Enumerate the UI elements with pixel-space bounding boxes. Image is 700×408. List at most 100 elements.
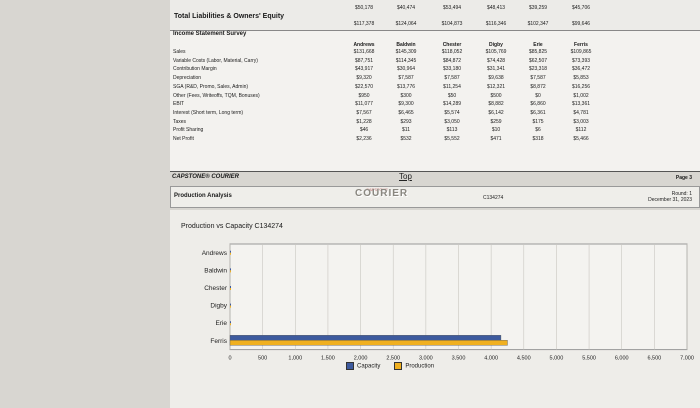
income-row-label: Net Profit	[173, 136, 194, 142]
income-cell: $6	[535, 127, 541, 134]
income-row-label: Variable Costs (Labor, Material, Carry)	[173, 57, 258, 64]
company-header: Chester	[442, 42, 462, 48]
x-tick-label: 1,500	[321, 356, 335, 360]
production-capacity-chart: 0 500 1,000 1,500 2,000 2,500 3,000 3,500 4,000 4…	[202, 243, 694, 360]
income-cell: $12,321	[486, 83, 506, 90]
income-cell: $85,825	[528, 49, 548, 55]
x-tick-label: 2,000	[354, 356, 368, 360]
income-cell: $31,341	[486, 66, 506, 73]
income-cell: $22,570	[354, 83, 374, 90]
income-cell: $6,465	[398, 109, 414, 116]
income-title: Income Statement Survey	[173, 31, 247, 37]
x-tick-label: 2,500	[386, 356, 400, 360]
income-cell: $259	[490, 118, 502, 125]
income-cell: $6,361	[530, 109, 546, 116]
footer-divider	[170, 171, 700, 172]
income-row-label: SGA (R&D, Promo, Sales, Admin)	[173, 83, 249, 90]
income-cell: $10	[491, 127, 501, 134]
income-cell: $23,318	[528, 66, 548, 73]
logo-small-text: CAPSTONE	[366, 187, 388, 192]
company-header: Erie	[533, 42, 543, 48]
income-cell: $36,472	[571, 66, 591, 73]
income-cell: $1,228	[356, 118, 372, 125]
income-cell: $131,668	[353, 49, 375, 55]
x-tick-label: 6,000	[615, 356, 629, 360]
income-cell: $5,552	[444, 136, 460, 142]
income-row-label: Depreciation	[173, 75, 202, 82]
equity-total-value: $116,346	[485, 21, 507, 27]
income-cell: $11	[402, 127, 410, 134]
income-cell: $3,050	[444, 118, 460, 125]
production-title: Production Analysis	[174, 193, 232, 199]
courier-logo: COURIER	[355, 188, 409, 199]
income-cell: $118,052	[441, 49, 463, 55]
income-cell: $30,964	[396, 66, 416, 73]
income-cell: $114,345	[395, 57, 417, 64]
income-row-label: Taxes	[173, 118, 187, 125]
income-cell: $84,872	[442, 57, 462, 64]
income-row-label: Contribution Margin	[173, 66, 217, 73]
income-cell: $14,289	[442, 101, 462, 108]
income-cell: $8,872	[530, 83, 546, 90]
page-number: Page 3	[675, 175, 692, 181]
income-cell: $109,865	[570, 49, 592, 55]
top-link[interactable]: Top	[399, 172, 412, 181]
income-cell: $46	[359, 127, 369, 134]
income-cell: $6,142	[488, 109, 504, 116]
income-cell: $62,507	[528, 57, 548, 64]
capstone-footer: CAPSTONE® COURIER	[172, 174, 239, 180]
equity-total-value: $102,347	[527, 21, 549, 27]
income-cell: $50	[447, 92, 457, 99]
income-cell: $16,256	[571, 83, 591, 90]
income-cell: $113	[446, 127, 458, 134]
equity-upper-value: $40,474	[396, 5, 416, 11]
income-cell: $1,002	[573, 92, 589, 99]
category-label: Digby	[210, 303, 227, 310]
x-tick-label: 7,000	[680, 356, 694, 360]
income-cell: $7,567	[356, 109, 372, 116]
production-id: C134274	[483, 195, 504, 201]
income-row-label: Interest (Short term, Long term)	[173, 109, 244, 116]
income-cell: $7,587	[530, 75, 546, 82]
income-cell: $2,236	[356, 136, 372, 142]
income-cell: $9,638	[488, 75, 504, 82]
income-cell: $43,917	[354, 66, 374, 73]
x-tick-label: 3,500	[452, 356, 466, 360]
income-cell: $74,428	[486, 57, 506, 64]
income-cell: $471	[490, 136, 502, 142]
income-row-label: Profit Sharing	[173, 127, 204, 134]
chart-legend: Capacity Production	[346, 362, 434, 370]
category-label: Andrews	[202, 250, 228, 257]
x-tick-label: 3,000	[419, 356, 433, 360]
equity-total-value: $117,378	[353, 21, 375, 27]
equity-total-value: $124,064	[395, 21, 417, 27]
legend-label: Production	[405, 363, 435, 370]
company-header: Digby	[489, 42, 503, 48]
income-cell: $112	[575, 127, 587, 134]
equity-upper-value: $39,259	[528, 5, 548, 11]
income-cell: $5,466	[573, 136, 589, 142]
income-cell: $8,882	[488, 101, 504, 108]
bar-capacity	[229, 335, 502, 341]
income-cell: $6,860	[530, 101, 546, 108]
income-cell: $5,574	[444, 109, 460, 116]
income-cell: $105,769	[485, 49, 507, 55]
x-tick-label: 500	[258, 356, 267, 360]
round-date: December 31, 2023	[648, 197, 692, 203]
income-cell: $0	[535, 92, 541, 99]
income-cell: $950	[358, 92, 370, 99]
income-row-label: Other (Fees, Writeoffs, TQM, Bonuses)	[173, 92, 260, 99]
income-cell: $7,587	[398, 75, 414, 82]
x-tick-label: 4,500	[517, 356, 531, 360]
legend-label: Capacity	[357, 363, 381, 370]
category-label: Ferris	[210, 338, 227, 345]
income-cell: $13,776	[396, 83, 416, 90]
category-label: Chester	[204, 285, 228, 292]
chart-title: Production vs Capacity C134274	[181, 223, 283, 230]
x-tick-label: 0	[228, 356, 231, 360]
company-header: Baldwin	[396, 42, 416, 48]
income-cell: $318	[532, 136, 544, 142]
income-cell: $293	[400, 118, 412, 125]
income-cell: $13,361	[571, 101, 591, 108]
income-cell: $175	[532, 118, 544, 125]
